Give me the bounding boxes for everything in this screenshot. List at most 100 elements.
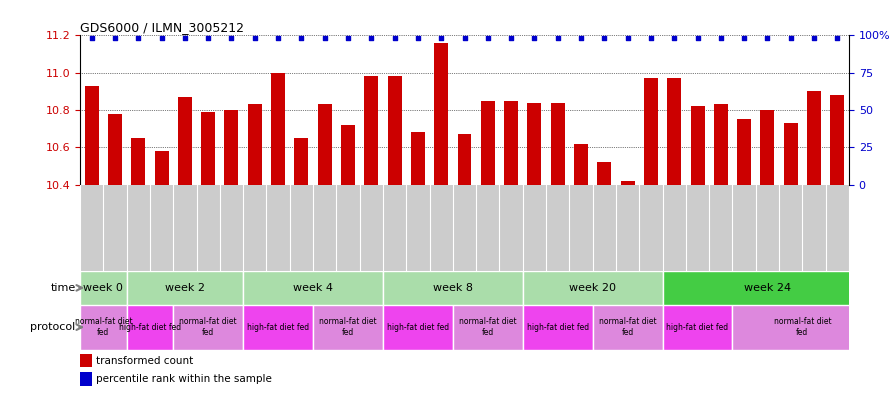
Bar — [737, 119, 751, 185]
Point — [691, 35, 705, 41]
Point — [248, 35, 262, 41]
Text: transformed count: transformed count — [96, 356, 193, 366]
Bar — [784, 123, 797, 185]
Point — [388, 35, 402, 41]
Bar — [80, 354, 92, 367]
Bar — [668, 78, 681, 185]
Bar — [481, 101, 495, 185]
Bar — [434, 43, 448, 185]
Point — [108, 35, 122, 41]
Point — [178, 35, 192, 41]
Text: percentile rank within the sample: percentile rank within the sample — [96, 374, 272, 384]
Point — [294, 35, 308, 41]
Text: normal-fat diet
fed: normal-fat diet fed — [180, 318, 237, 337]
Bar — [411, 132, 425, 185]
Bar — [504, 101, 518, 185]
Bar — [80, 372, 92, 386]
Bar — [313, 305, 383, 350]
Bar — [84, 86, 99, 185]
Text: normal-fat diet
fed: normal-fat diet fed — [75, 318, 132, 337]
Text: protocol: protocol — [30, 322, 76, 332]
Bar — [662, 271, 872, 305]
Text: week 0: week 0 — [84, 283, 124, 293]
Point — [271, 35, 285, 41]
Bar — [807, 92, 821, 185]
Bar — [644, 78, 658, 185]
Point — [621, 35, 635, 41]
Bar — [317, 105, 332, 185]
Bar — [453, 305, 523, 350]
Bar — [691, 107, 704, 185]
Point — [783, 35, 797, 41]
Point — [224, 35, 238, 41]
Bar — [662, 305, 733, 350]
Bar — [243, 305, 313, 350]
Text: high-fat diet fed: high-fat diet fed — [387, 323, 449, 332]
Bar — [621, 181, 635, 185]
Text: GDS6000 / ILMN_3005212: GDS6000 / ILMN_3005212 — [80, 21, 244, 34]
Point — [807, 35, 821, 41]
Bar — [80, 305, 126, 350]
Point — [84, 35, 99, 41]
Bar — [733, 305, 872, 350]
Text: week 24: week 24 — [744, 283, 791, 293]
Point — [574, 35, 589, 41]
Text: time: time — [51, 283, 76, 293]
Point — [830, 35, 845, 41]
Text: normal-fat diet
fed: normal-fat diet fed — [599, 318, 656, 337]
Bar — [201, 112, 215, 185]
Point — [737, 35, 751, 41]
Bar — [714, 105, 728, 185]
Bar — [550, 103, 565, 185]
Bar — [243, 271, 383, 305]
Text: week 8: week 8 — [433, 283, 473, 293]
Point — [364, 35, 379, 41]
Point — [504, 35, 518, 41]
Text: week 2: week 2 — [164, 283, 204, 293]
Point — [340, 35, 355, 41]
Bar — [597, 162, 612, 185]
Bar — [126, 305, 173, 350]
Point — [317, 35, 332, 41]
Bar — [294, 138, 308, 185]
Bar — [527, 103, 541, 185]
Point — [132, 35, 146, 41]
Point — [155, 35, 169, 41]
Point — [527, 35, 541, 41]
Bar — [830, 95, 845, 185]
Bar — [760, 110, 774, 185]
Point — [481, 35, 495, 41]
Point — [597, 35, 612, 41]
Text: normal-fat diet
fed: normal-fat diet fed — [773, 318, 831, 337]
Text: high-fat diet fed: high-fat diet fed — [667, 323, 729, 332]
Bar — [271, 73, 285, 185]
Bar — [458, 134, 471, 185]
Bar — [155, 151, 169, 185]
Bar — [80, 271, 126, 305]
Bar — [132, 138, 145, 185]
Bar — [523, 305, 593, 350]
Bar — [593, 305, 662, 350]
Bar — [173, 305, 243, 350]
Text: week 4: week 4 — [293, 283, 333, 293]
Text: high-fat diet fed: high-fat diet fed — [119, 323, 181, 332]
Bar — [178, 97, 192, 185]
Text: normal-fat diet
fed: normal-fat diet fed — [459, 318, 517, 337]
Point — [201, 35, 215, 41]
Text: high-fat diet fed: high-fat diet fed — [526, 323, 589, 332]
Bar — [523, 271, 662, 305]
Text: normal-fat diet
fed: normal-fat diet fed — [319, 318, 377, 337]
Point — [760, 35, 774, 41]
Bar — [383, 271, 523, 305]
Bar — [388, 77, 402, 185]
Bar — [383, 305, 453, 350]
Point — [434, 35, 448, 41]
Point — [667, 35, 681, 41]
Bar — [126, 271, 243, 305]
Bar — [341, 125, 355, 185]
Bar — [248, 105, 261, 185]
Point — [411, 35, 425, 41]
Bar — [225, 110, 238, 185]
Point — [714, 35, 728, 41]
Bar — [108, 114, 122, 185]
